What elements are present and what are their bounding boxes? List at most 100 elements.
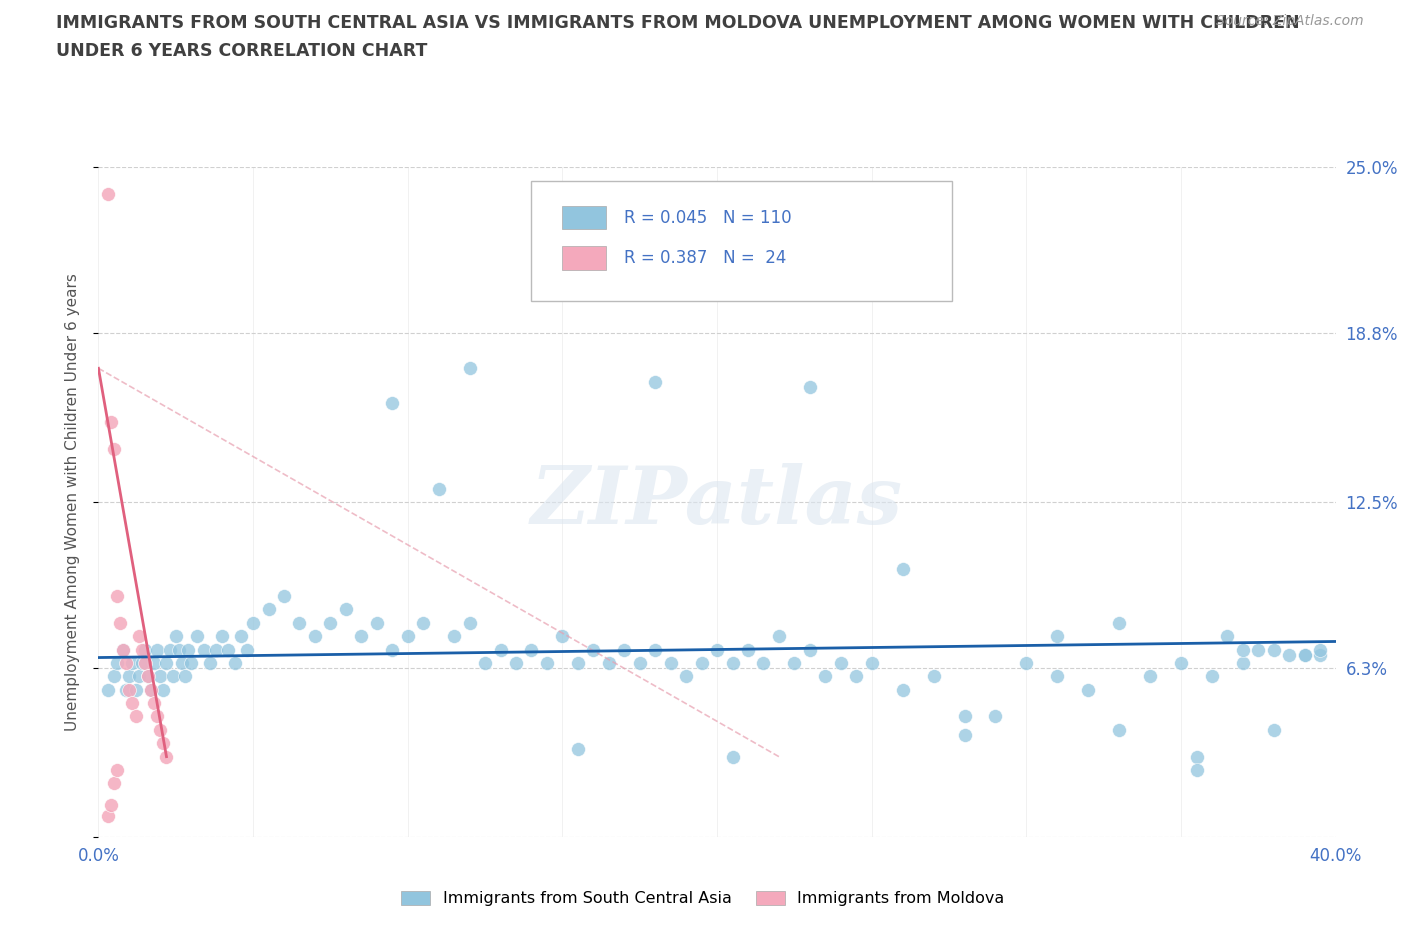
Point — [134, 656, 156, 671]
Point — [242, 616, 264, 631]
Point — [143, 696, 166, 711]
Point — [768, 629, 790, 644]
Point — [124, 683, 146, 698]
Point — [105, 656, 128, 671]
Point — [97, 808, 120, 823]
Point — [162, 669, 184, 684]
Point — [721, 750, 744, 764]
Point — [536, 656, 558, 671]
FancyBboxPatch shape — [531, 180, 952, 301]
Point — [167, 642, 190, 657]
Point — [830, 656, 852, 671]
Point — [170, 656, 193, 671]
Point — [217, 642, 239, 657]
Point — [520, 642, 543, 657]
Point — [186, 629, 208, 644]
Point — [458, 361, 481, 376]
Point — [814, 669, 837, 684]
Point — [1263, 723, 1285, 737]
Point — [229, 629, 252, 644]
Point — [193, 642, 215, 657]
Point — [1232, 656, 1254, 671]
Point — [799, 642, 821, 657]
Point — [128, 669, 150, 684]
Point — [381, 642, 404, 657]
Point — [211, 629, 233, 644]
Point — [1077, 683, 1099, 698]
Point — [139, 683, 162, 698]
Point — [628, 656, 651, 671]
Point — [505, 656, 527, 671]
Point — [97, 683, 120, 698]
Point — [118, 683, 141, 698]
Point — [1278, 647, 1301, 662]
Point — [922, 669, 945, 684]
Point — [737, 642, 759, 657]
Point — [180, 656, 202, 671]
Point — [675, 669, 697, 684]
Point — [613, 642, 636, 657]
Point — [155, 750, 177, 764]
Point — [149, 669, 172, 684]
Point — [121, 656, 143, 671]
Point — [288, 616, 311, 631]
Point — [551, 629, 574, 644]
Point — [136, 669, 159, 684]
Point — [799, 379, 821, 394]
Point — [984, 709, 1007, 724]
Point — [112, 642, 135, 657]
Point — [105, 763, 128, 777]
Point — [205, 642, 228, 657]
Point — [103, 669, 125, 684]
Point — [118, 669, 141, 684]
Point — [891, 562, 914, 577]
Point — [1139, 669, 1161, 684]
Text: R = 0.387   N =  24: R = 0.387 N = 24 — [624, 249, 786, 267]
Point — [644, 642, 666, 657]
Point — [474, 656, 496, 671]
Point — [412, 616, 434, 631]
Point — [953, 728, 976, 743]
Point — [458, 616, 481, 631]
Point — [1294, 647, 1316, 662]
Point — [174, 669, 197, 684]
Point — [1046, 669, 1069, 684]
Point — [706, 642, 728, 657]
Point — [319, 616, 342, 631]
Point — [1201, 669, 1223, 684]
Point — [128, 629, 150, 644]
Point — [224, 656, 246, 671]
Point — [860, 656, 883, 671]
Text: Source: ZipAtlas.com: Source: ZipAtlas.com — [1216, 14, 1364, 28]
Point — [121, 696, 143, 711]
Point — [236, 642, 259, 657]
Point — [143, 656, 166, 671]
Point — [139, 683, 162, 698]
Point — [152, 683, 174, 698]
Point — [134, 642, 156, 657]
Point — [103, 441, 125, 456]
Point — [155, 656, 177, 671]
Point — [124, 709, 146, 724]
Point — [115, 683, 138, 698]
Point — [257, 602, 280, 617]
Point — [100, 797, 122, 812]
Point — [198, 656, 221, 671]
Point — [953, 709, 976, 724]
Point — [1185, 750, 1208, 764]
Point — [783, 656, 806, 671]
Point — [165, 629, 187, 644]
Point — [567, 656, 589, 671]
Point — [1294, 647, 1316, 662]
Point — [891, 683, 914, 698]
Point — [105, 589, 128, 604]
Point — [100, 415, 122, 430]
Point — [721, 656, 744, 671]
Point — [97, 187, 120, 202]
Point — [1046, 629, 1069, 644]
Legend: Immigrants from South Central Asia, Immigrants from Moldova: Immigrants from South Central Asia, Immi… — [395, 884, 1011, 912]
Point — [1263, 642, 1285, 657]
Point — [152, 736, 174, 751]
Point — [1108, 723, 1130, 737]
Bar — [562, 246, 606, 270]
